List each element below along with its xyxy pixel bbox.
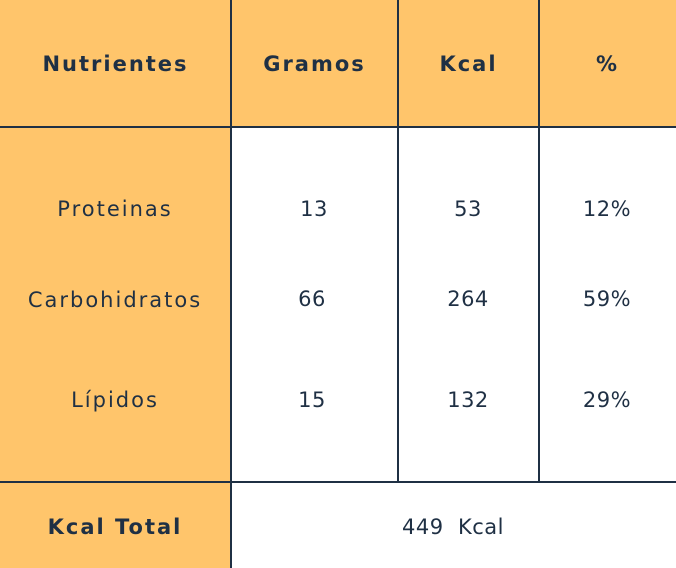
- total-label: Kcal Total: [47, 515, 183, 539]
- row-label-proteinas: Proteinas: [57, 197, 173, 221]
- row-lipidos-gramos: 15: [298, 388, 326, 412]
- row-proteinas-pct: 12%: [582, 197, 632, 221]
- total-value: 449 Kcal: [402, 515, 504, 539]
- row-carbohidratos-pct: 59%: [582, 287, 632, 311]
- row-lipidos-kcal: 132: [447, 388, 489, 412]
- label-column: [0, 127, 231, 568]
- divider-horizontal-header: [0, 126, 676, 128]
- header-gramos: Gramos: [231, 0, 398, 127]
- row-label-lipidos: Lípidos: [71, 388, 159, 412]
- divider-horizontal-total: [0, 481, 676, 483]
- divider-vertical-1: [230, 0, 232, 568]
- header-kcal-label: Kcal: [439, 51, 498, 76]
- row-lipidos-pct: 29%: [582, 388, 632, 412]
- row-carbohidratos-gramos: 66: [298, 287, 326, 311]
- row-label-carbohidratos: Carbohidratos: [27, 288, 203, 312]
- header-nutrientes-label: Nutrientes: [42, 51, 189, 76]
- header-kcal: Kcal: [398, 0, 539, 127]
- header-percent-label: %: [595, 51, 620, 76]
- header-gramos-label: Gramos: [263, 51, 366, 76]
- header-nutrientes: Nutrientes: [0, 0, 231, 127]
- divider-vertical-3: [538, 0, 540, 482]
- row-proteinas-kcal: 53: [454, 197, 482, 221]
- row-carbohidratos-kcal: 264: [447, 287, 489, 311]
- header-row: [0, 0, 676, 127]
- divider-vertical-2: [397, 0, 399, 482]
- row-proteinas-gramos: 13: [300, 197, 328, 221]
- header-percent: %: [539, 0, 676, 127]
